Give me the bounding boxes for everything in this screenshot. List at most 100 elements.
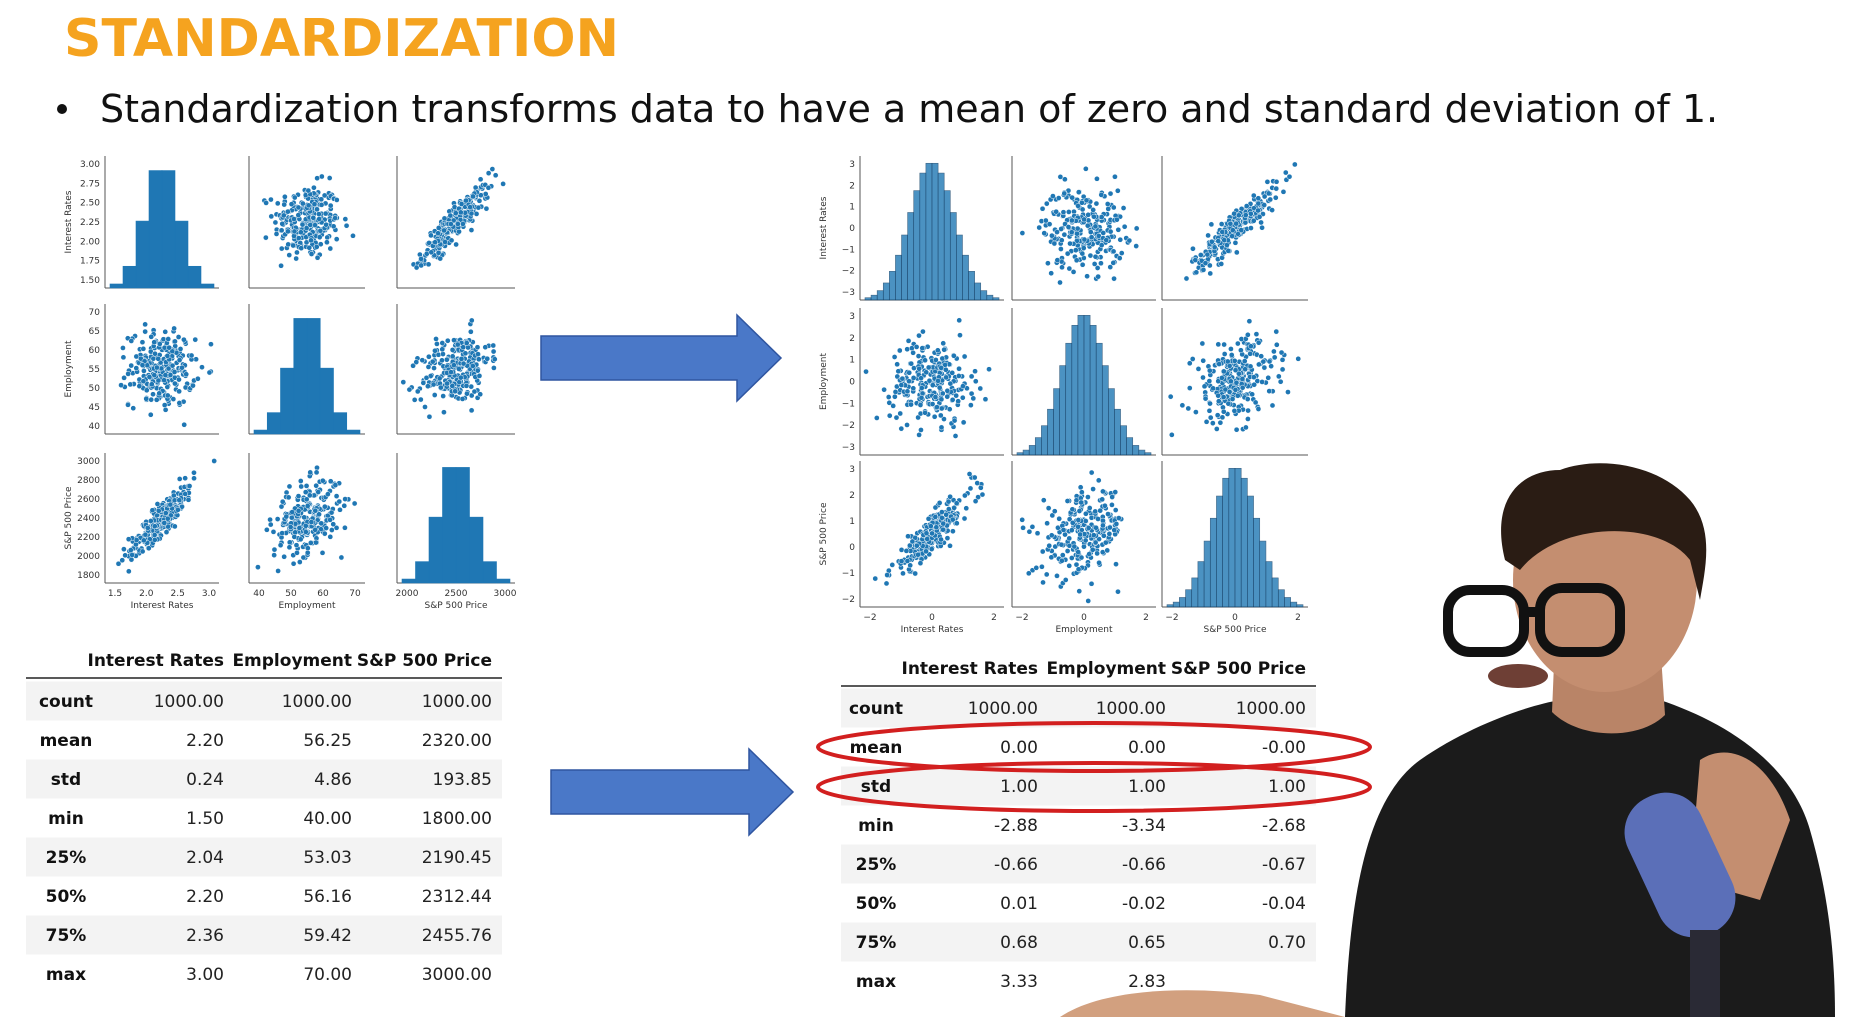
scatter-point — [1090, 486, 1096, 492]
scatter-point — [1087, 252, 1094, 259]
row-stripe — [841, 688, 1316, 728]
scatter-point — [463, 340, 470, 346]
scatter-point — [916, 432, 922, 438]
scatter-point — [490, 348, 497, 355]
histogram-bar — [455, 467, 470, 584]
arm — [1060, 990, 1345, 1017]
scatter-point — [1113, 521, 1120, 527]
cell: 3000.00 — [422, 965, 492, 985]
scatter-point — [1277, 378, 1284, 385]
scatter-point — [444, 337, 451, 344]
scatter-point — [268, 196, 274, 203]
scatter-point — [1045, 505, 1052, 511]
histogram-bar — [974, 282, 982, 301]
y-tick-label: 1.50 — [80, 276, 100, 286]
scatter-point — [947, 542, 953, 549]
scatter-point — [311, 201, 318, 208]
scatter-point — [472, 184, 479, 191]
scatter-point — [1186, 360, 1193, 367]
histogram-bar — [992, 297, 1000, 301]
scatter-point — [428, 249, 435, 256]
scatter-point — [274, 516, 281, 522]
scatter-point — [968, 373, 975, 380]
scatter-point — [1202, 260, 1209, 267]
scatter-point — [462, 350, 469, 357]
scatter-point — [1103, 237, 1110, 243]
y-tick-label: 2 — [849, 334, 855, 344]
scatter-point — [190, 382, 196, 389]
scatter-point — [925, 515, 932, 522]
x-tick-label: 50 — [285, 589, 297, 599]
scatter-point — [1266, 388, 1273, 394]
scatter-point — [1203, 418, 1210, 425]
scatter-point — [125, 401, 131, 408]
scatter-point — [457, 374, 464, 381]
scatter-point — [1079, 250, 1086, 257]
histogram-bar — [1034, 437, 1042, 456]
row-label: 50% — [856, 894, 897, 914]
scatter-point — [129, 552, 135, 558]
scatter-point — [302, 529, 309, 535]
scatter-point — [130, 405, 137, 412]
scatter-point — [342, 216, 349, 222]
scatter-point — [929, 401, 936, 407]
scatter-point — [1079, 261, 1086, 268]
scatter-point — [330, 223, 337, 230]
cell: 1000.00 — [1096, 699, 1166, 719]
scatter-point — [491, 356, 498, 363]
scatter-point — [305, 187, 312, 194]
scatter-point — [1248, 225, 1254, 231]
scatter-point — [1075, 549, 1082, 555]
histogram-bar — [1185, 589, 1193, 608]
scatter-point — [275, 568, 281, 574]
scatter-point — [915, 551, 921, 558]
scatter-point — [295, 493, 302, 499]
stats-table: Interest Rates Employment S&P 500 Price cou… — [841, 659, 1316, 992]
scatter-point — [281, 201, 288, 208]
scatter-point — [1291, 161, 1298, 168]
x-axis-label: Interest Rates — [131, 601, 194, 611]
scatter-point — [1098, 214, 1105, 220]
scatter-point — [1041, 230, 1048, 236]
panel — [1011, 308, 1156, 456]
scatter-point — [1090, 207, 1097, 213]
scatter-point — [1053, 208, 1060, 215]
scatter-point — [1085, 598, 1092, 604]
scatter-point — [918, 427, 924, 433]
scatter-point — [1269, 207, 1275, 213]
histogram-bar — [1126, 437, 1134, 456]
scatter-point — [455, 221, 461, 227]
scatter-point — [161, 377, 167, 384]
scatter-point — [120, 345, 126, 351]
scatter-point — [469, 363, 476, 369]
scatter-point — [1040, 579, 1046, 586]
histogram-bar — [148, 170, 163, 289]
scatter-point — [317, 227, 324, 234]
scatter-point — [1179, 402, 1186, 409]
scatter-point — [281, 553, 287, 560]
scatter-point — [1256, 214, 1263, 220]
scatter-point — [440, 351, 446, 357]
scatter-point — [429, 358, 436, 365]
scatter-point — [1232, 367, 1239, 374]
scatter-point — [1079, 199, 1085, 206]
scatter-point — [451, 362, 457, 369]
scatter-point — [894, 361, 900, 368]
scatter-point — [151, 532, 158, 538]
scatter-point — [316, 216, 323, 222]
scatter-point — [1088, 580, 1095, 587]
scatter-point — [425, 383, 431, 390]
histogram-bar — [306, 318, 321, 435]
scatter-point — [1109, 494, 1116, 500]
histogram-bar — [109, 283, 124, 289]
scatter-point — [485, 170, 492, 176]
scatter-point — [1115, 515, 1122, 521]
scatter-point — [1066, 516, 1073, 523]
scatter-point — [1051, 508, 1058, 515]
scatter-point — [425, 364, 432, 370]
y-tick-label: 1 — [849, 203, 855, 213]
scatter-point — [883, 580, 890, 587]
scatter-point — [263, 200, 269, 206]
scatter-point — [953, 520, 960, 527]
scatter-point — [922, 409, 928, 416]
